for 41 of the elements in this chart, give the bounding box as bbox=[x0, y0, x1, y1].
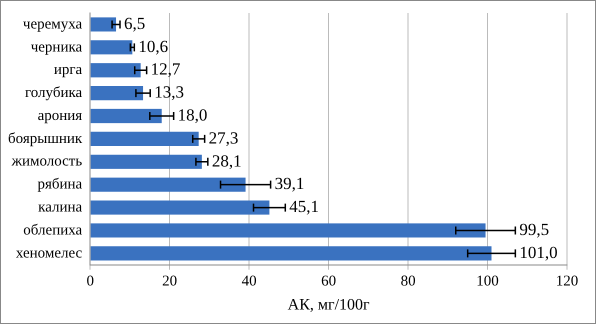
data-label: 18,0 bbox=[178, 105, 208, 124]
data-label: 28,1 bbox=[212, 151, 242, 170]
bar bbox=[90, 178, 246, 192]
bar bbox=[90, 246, 492, 260]
y-tick-label: жимолость bbox=[10, 154, 82, 170]
bar bbox=[90, 63, 141, 78]
data-label: 45,1 bbox=[289, 197, 320, 216]
x-tick-label: 20 bbox=[162, 274, 178, 290]
data-label: 12,7 bbox=[150, 60, 181, 79]
bar bbox=[90, 154, 202, 169]
data-label: 6,5 bbox=[124, 14, 146, 33]
data-label: 10,6 bbox=[138, 36, 168, 56]
data-label: 27,3 bbox=[208, 128, 238, 148]
y-tick-label: боярышник bbox=[8, 130, 83, 147]
bar bbox=[90, 108, 162, 124]
y-tick-label: облепиха bbox=[23, 222, 83, 238]
bar bbox=[90, 17, 116, 32]
bar bbox=[90, 200, 270, 215]
data-label: 101,0 bbox=[519, 242, 558, 262]
x-tick-label: 80 bbox=[400, 274, 416, 290]
x-tick-label: 100 bbox=[476, 274, 499, 290]
y-tick-label: хеномелес bbox=[16, 245, 83, 262]
y-tick-label: рябина bbox=[37, 176, 83, 193]
x-tick-label: 40 bbox=[242, 274, 257, 290]
y-tick-label: ирга bbox=[54, 62, 83, 78]
bar bbox=[90, 86, 144, 100]
x-tick-label: 60 bbox=[321, 274, 336, 290]
x-axis-title: АК, мг/100г bbox=[288, 296, 370, 314]
y-tick-label: черемуха bbox=[22, 16, 83, 32]
bar bbox=[90, 223, 486, 238]
bar bbox=[90, 132, 199, 146]
y-tick-label: калина bbox=[38, 200, 83, 216]
y-tick-label: голубика bbox=[24, 85, 83, 102]
y-tick-label: черника bbox=[30, 39, 83, 56]
data-label: 99,5 bbox=[519, 220, 550, 239]
x-tick-label: 0 bbox=[86, 274, 94, 290]
x-tick-label: 120 bbox=[556, 274, 578, 290]
data-label: 13,3 bbox=[154, 82, 184, 102]
data-label: 39,1 bbox=[274, 174, 304, 194]
y-tick-label: арония bbox=[38, 108, 82, 124]
bar bbox=[90, 40, 132, 54]
